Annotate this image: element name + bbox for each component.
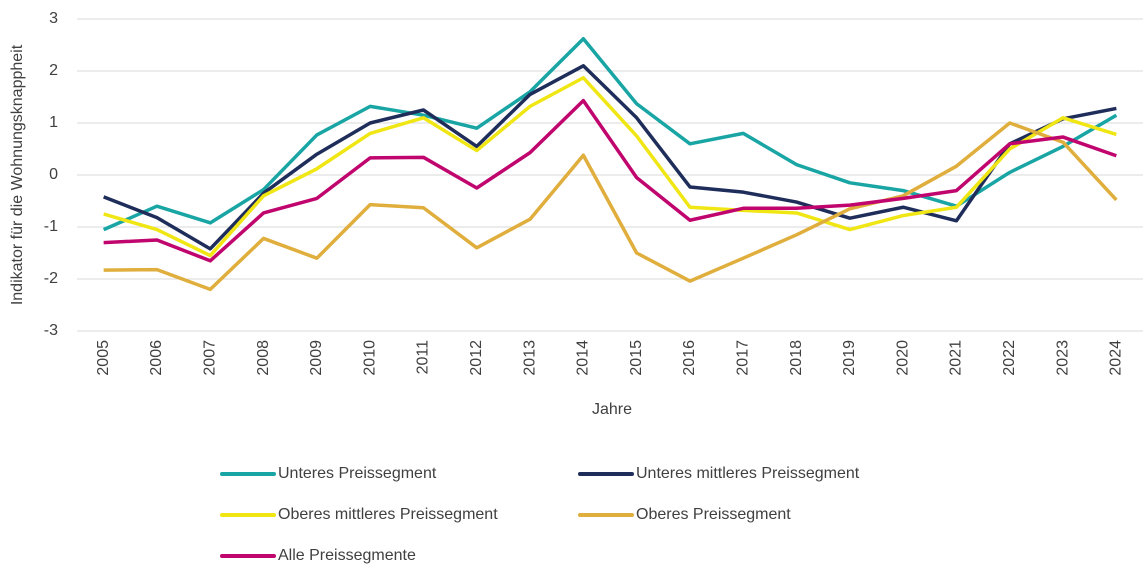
x-tick-label: 2022 <box>1001 340 1018 376</box>
x-tick-label: 2007 <box>201 340 218 376</box>
y-tick-label: -1 <box>44 218 58 235</box>
x-tick-label: 2013 <box>521 340 538 376</box>
y-tick-label: 0 <box>49 166 58 183</box>
series-line <box>103 98 1117 263</box>
x-tick-label: 2010 <box>361 340 378 376</box>
x-tick-label: 2023 <box>1054 340 1071 376</box>
x-tick-label: 2020 <box>894 340 911 376</box>
x-tick-label: 2006 <box>148 340 165 376</box>
legend-label: Alle Preissegmente <box>278 547 416 564</box>
legend-label: Unteres mittleres Preissegment <box>636 465 860 482</box>
x-tick-label: 2018 <box>788 340 805 376</box>
series-line <box>103 64 1117 251</box>
x-tick-label: 2021 <box>948 340 965 376</box>
x-tick-label: 2019 <box>841 340 858 376</box>
y-tick-label: 2 <box>49 62 58 79</box>
legend-label: Oberes mittleres Preissegment <box>278 506 498 523</box>
legend-label: Unteres Preissegment <box>278 465 437 482</box>
x-tick-label: 2014 <box>575 340 592 376</box>
y-tick-label: 1 <box>49 114 58 131</box>
x-tick-label: 2005 <box>95 340 112 376</box>
x-axis-title: Jahre <box>592 401 632 418</box>
series-line <box>103 121 1118 292</box>
x-tick-label: 2016 <box>681 340 698 376</box>
x-tick-label: 2008 <box>255 340 272 376</box>
x-tick-label: 2024 <box>1108 340 1125 376</box>
y-axis-title: Indikator für die Wohnungsknappheit <box>9 44 26 305</box>
series-line <box>103 76 1117 258</box>
x-tick-label: 2011 <box>415 340 432 375</box>
y-tick-label: 3 <box>49 10 58 27</box>
x-tick-label: 2009 <box>308 340 325 376</box>
legend-label: Oberes Preissegment <box>636 506 791 523</box>
x-tick-label: 2017 <box>734 340 751 376</box>
y-tick-label: -2 <box>44 270 58 287</box>
x-tick-label: 2015 <box>628 340 645 376</box>
y-tick-label: -3 <box>44 322 58 339</box>
x-tick-label: 2012 <box>468 340 485 376</box>
series-line <box>102 37 1118 232</box>
